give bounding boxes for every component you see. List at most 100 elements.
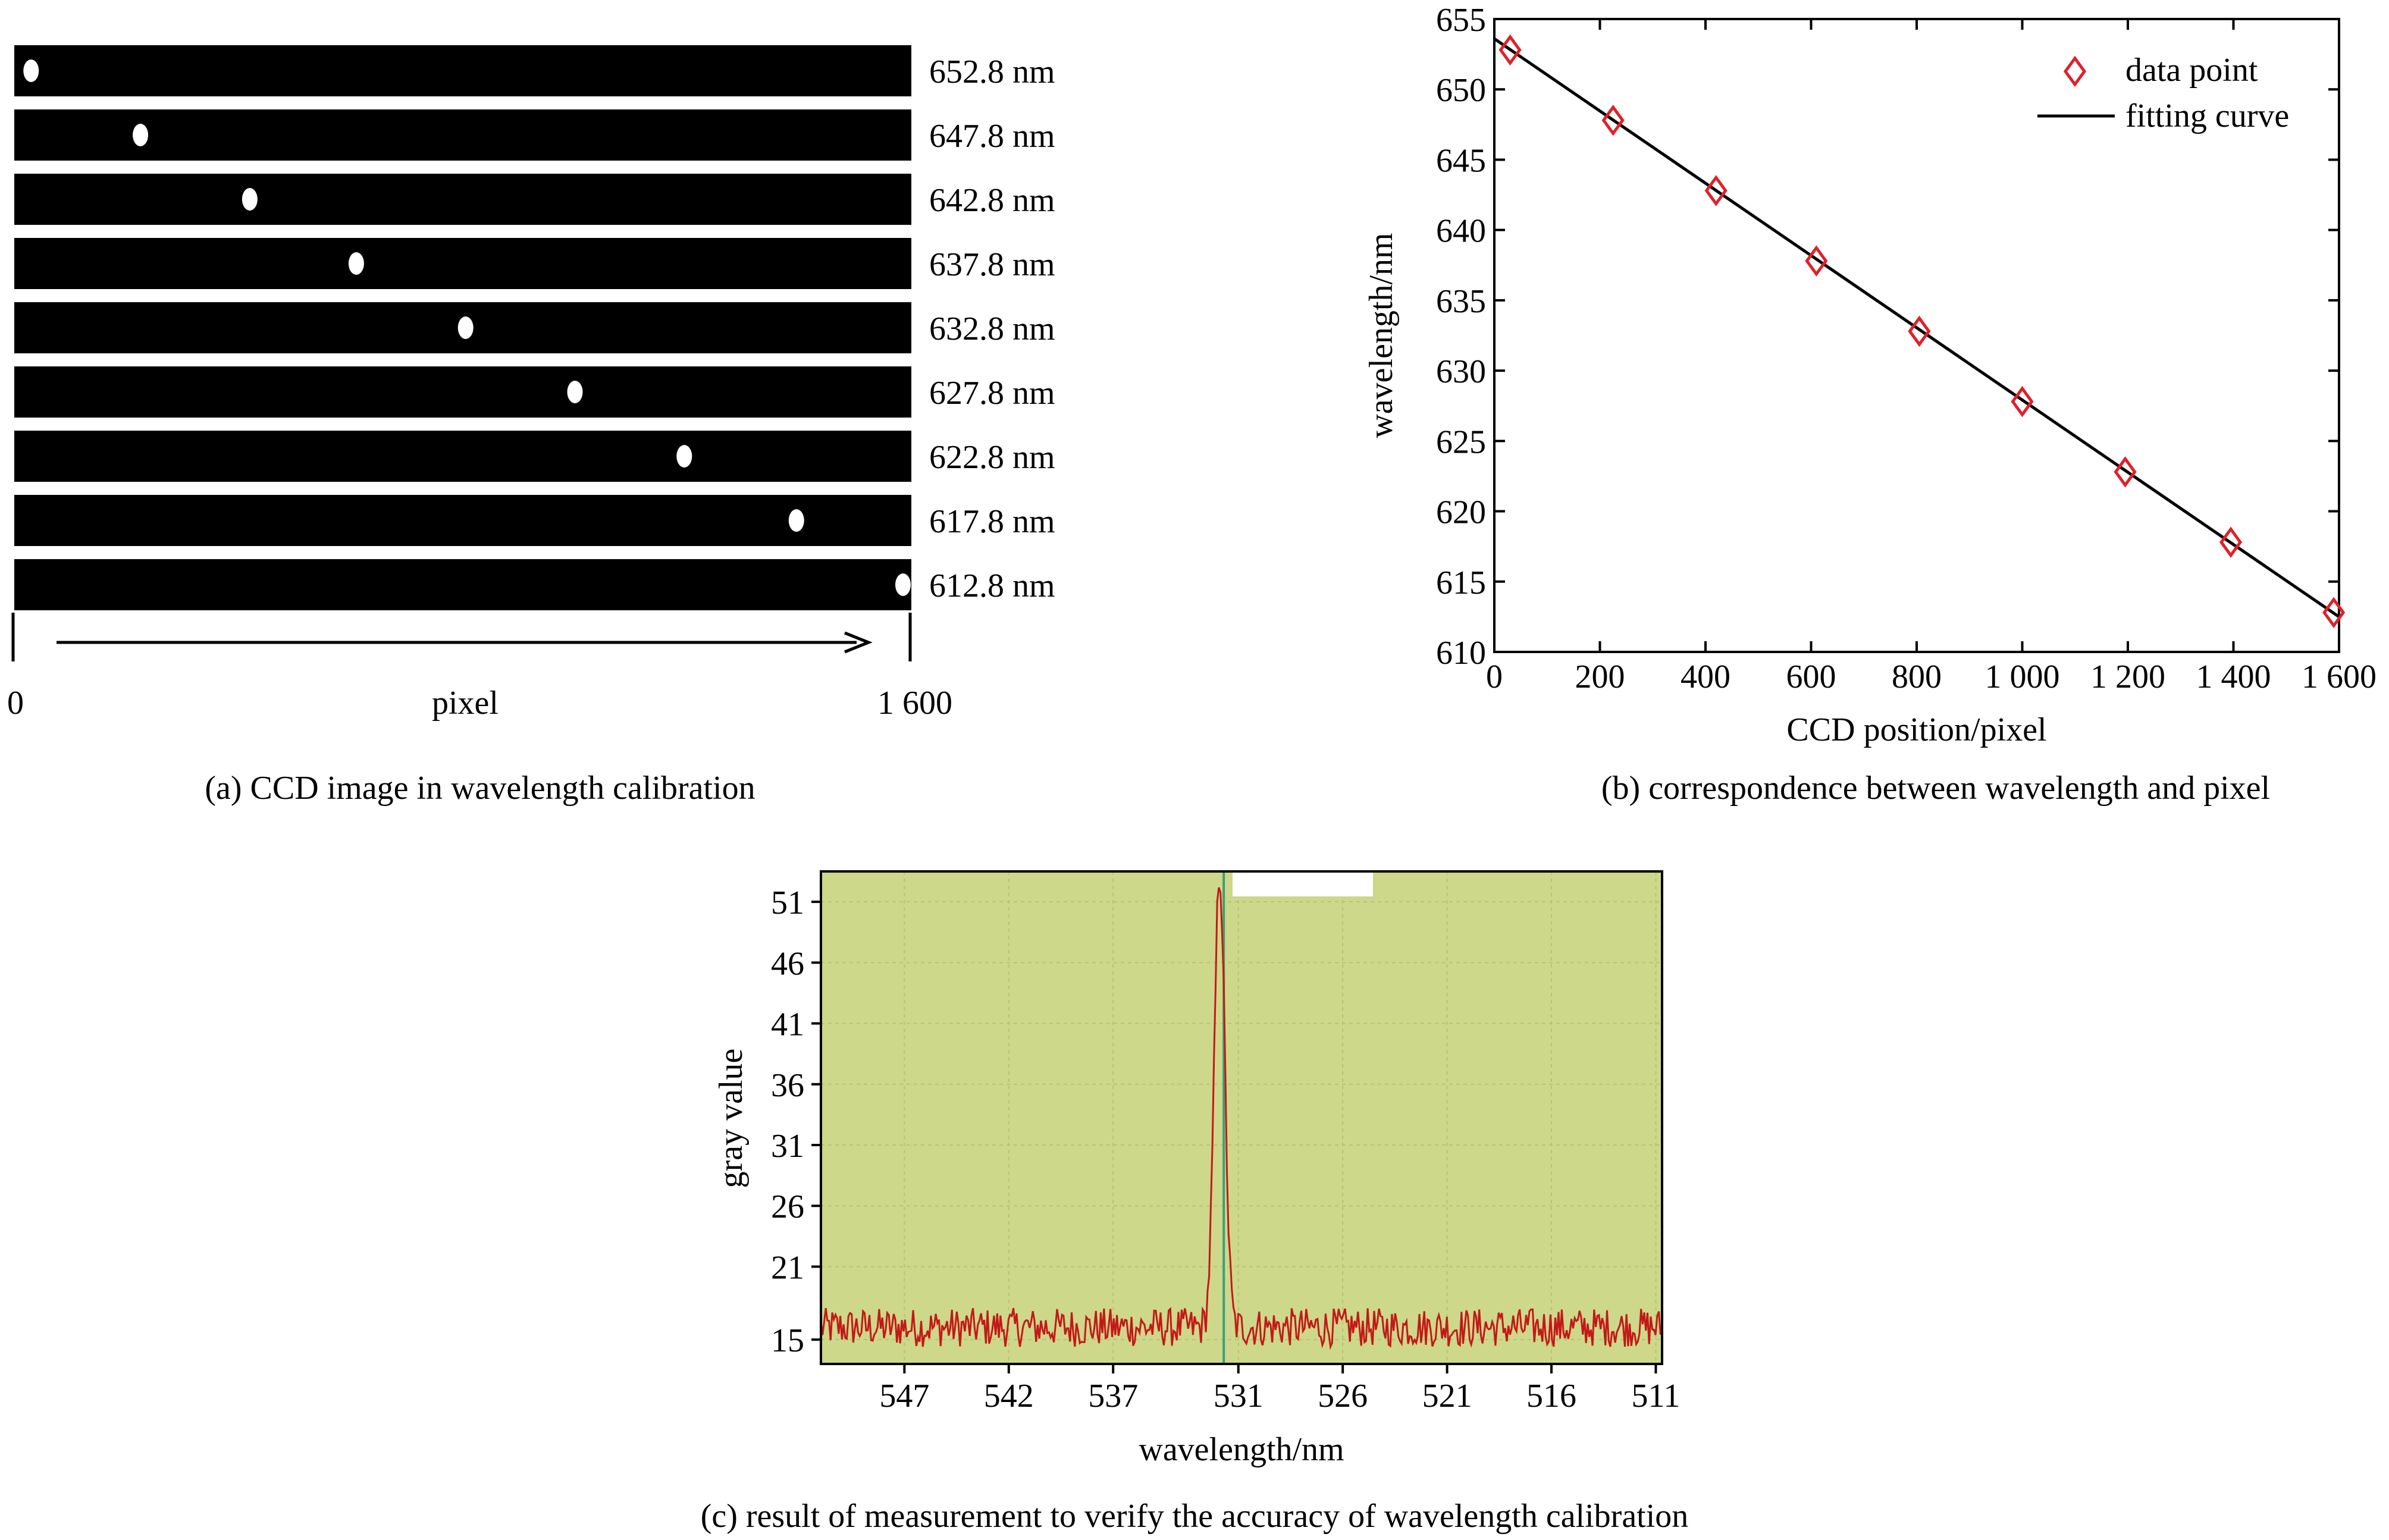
b-xtick-label: 600 [1786, 658, 1836, 695]
b-xtick-label: 1 200 [2090, 658, 2165, 695]
strip-wavelength-label: 652.8 nm [929, 54, 1055, 90]
ccd-strip [14, 366, 911, 418]
panel-c-series-line [820, 887, 1663, 1350]
c-ytick-label: 31 [771, 1128, 804, 1165]
ccd-strip [14, 109, 911, 161]
c-xtick-label: 537 [1088, 1378, 1138, 1414]
ccd-strip [14, 431, 911, 482]
data-point-marker [2011, 385, 2034, 418]
b-ytick-label: 620 [1436, 494, 1486, 531]
c-xtick-label: 547 [879, 1378, 929, 1414]
c-ytick-label: 51 [771, 885, 804, 921]
c-xtick-label: 521 [1422, 1378, 1472, 1414]
fitting-curve-line [1493, 37, 2340, 618]
panel-b-ticks: 0 200 400 600 800 1 000 1 200 1 400 1 600 610 615 6… [1436, 2, 2377, 695]
data-point-marker [1601, 104, 1625, 136]
strip-wavelength-label: 612.8 nm [929, 567, 1055, 604]
b-xtick-label: 0 [1486, 658, 1503, 695]
panel-a-ccd-image: 652.8 nm 647.8 nm 642.8 nm 637.8 nm 632.8 nm… [7, 45, 1055, 807]
panel-a-caption: (a) CCD image in wavelength calibration [205, 770, 755, 807]
panel-a-axis-end: 1 600 [877, 685, 952, 722]
ccd-spot [348, 252, 364, 275]
data-point-marker [1805, 245, 1828, 277]
data-point-marker [1498, 34, 1522, 66]
ccd-spot [567, 381, 583, 403]
c-xtick-label: 526 [1318, 1378, 1368, 1414]
c-ytick-label: 21 [771, 1249, 804, 1286]
panel-c-plot-frame [820, 870, 1663, 1365]
b-ytick-label: 650 [1436, 72, 1486, 109]
ccd-strip [14, 495, 911, 546]
c-ytick-label: 41 [771, 1006, 804, 1043]
ccd-strip [14, 174, 911, 225]
b-ytick-label: 645 [1436, 142, 1486, 179]
b-xtick-label: 400 [1681, 658, 1730, 695]
c-xtick-label: 511 [1632, 1378, 1681, 1414]
c-ytick-label: 26 [771, 1188, 804, 1225]
data-point-marker [2114, 456, 2137, 488]
panel-c-xlabel: wavelength/nm [1139, 1431, 1344, 1468]
ccd-spot [242, 188, 258, 211]
legend-label-data-point: data point [2125, 52, 2258, 89]
panel-b-ylabel: wavelength/nm [1363, 233, 1400, 438]
b-ytick-label: 640 [1436, 213, 1486, 250]
b-ytick-label: 615 [1436, 564, 1486, 601]
b-xtick-label: 800 [1892, 658, 1942, 695]
panel-a-axis-start: 0 [7, 685, 24, 722]
c-ytick-label: 46 [771, 945, 804, 982]
c-xtick-label: 531 [1214, 1378, 1264, 1414]
data-point-marker [1908, 315, 1931, 347]
b-xtick-label: 200 [1575, 658, 1625, 695]
panel-c-white-label-box [1233, 873, 1373, 896]
legend-marker-data-point [2063, 55, 2087, 87]
ccd-strip [14, 45, 911, 96]
b-ytick-label: 625 [1436, 424, 1486, 460]
panel-c-line-chart: 547 542 537 531 526 521 516 511 15 21 26 31 36 41 46 51… [701, 870, 1689, 1535]
ccd-spot [676, 445, 692, 468]
b-xtick-label: 1 000 [1985, 658, 2060, 695]
ccd-strip [14, 559, 911, 610]
c-ytick-label: 15 [771, 1322, 804, 1359]
strip-wavelength-label: 637.8 nm [929, 246, 1055, 283]
panel-c-ticks: 547 542 537 531 526 521 516 511 15 21 26 31 36 41 46 51 [771, 885, 1680, 1414]
panel-c-caption: (c) result of measurement to verify the … [701, 1498, 1689, 1535]
b-ytick-label: 635 [1436, 283, 1486, 320]
panel-b-scatter-chart: 0 200 400 600 800 1 000 1 200 1 400 1 600 610 615 6… [1363, 2, 2377, 807]
strip-wavelength-label: 642.8 nm [929, 182, 1055, 219]
panel-c-grid [821, 871, 1662, 1364]
data-point-marker [2219, 526, 2243, 558]
panel-a-axis-label: pixel [432, 685, 499, 722]
b-ytick-label: 655 [1436, 2, 1486, 39]
panel-b-points-layer [1498, 34, 2346, 629]
strip-wavelength-label: 627.8 nm [929, 375, 1055, 412]
ccd-spot [788, 509, 804, 532]
ccd-strips: 652.8 nm 647.8 nm 642.8 nm 637.8 nm 632.8 nm… [14, 45, 1055, 610]
ccd-spot [23, 59, 39, 82]
strip-wavelength-label: 622.8 nm [929, 439, 1055, 476]
ccd-spot [457, 316, 474, 339]
panel-b-legend: data point fitting curve [2037, 52, 2289, 134]
b-xtick-label: 1 600 [2302, 658, 2377, 695]
c-xtick-label: 516 [1526, 1378, 1576, 1414]
strip-wavelength-label: 632.8 nm [929, 310, 1055, 347]
ccd-spot [133, 124, 149, 146]
ccd-spot [895, 573, 911, 596]
c-ytick-label: 36 [771, 1067, 804, 1104]
legend-label-fitting-curve: fitting curve [2125, 98, 2289, 134]
data-point-marker [2322, 597, 2346, 629]
panel-b-xlabel: CCD position/pixel [1786, 711, 2046, 748]
b-ytick-label: 610 [1436, 635, 1486, 672]
b-ytick-label: 630 [1436, 353, 1486, 390]
panel-b-caption: (b) correspondence between wavelength an… [1601, 770, 2270, 807]
panel-b-fit-layer [1493, 37, 2340, 618]
panel-c-plot-background [821, 871, 1662, 1364]
panel-c-ylabel: gray value [713, 1049, 750, 1188]
c-xtick-label: 542 [984, 1378, 1034, 1414]
ccd-strip [14, 238, 911, 289]
b-xtick-label: 1 400 [2196, 658, 2271, 695]
arrow-head [844, 631, 873, 654]
strip-wavelength-label: 647.8 nm [929, 118, 1055, 155]
strip-wavelength-label: 617.8 nm [929, 503, 1055, 540]
data-point-marker [1704, 175, 1728, 206]
